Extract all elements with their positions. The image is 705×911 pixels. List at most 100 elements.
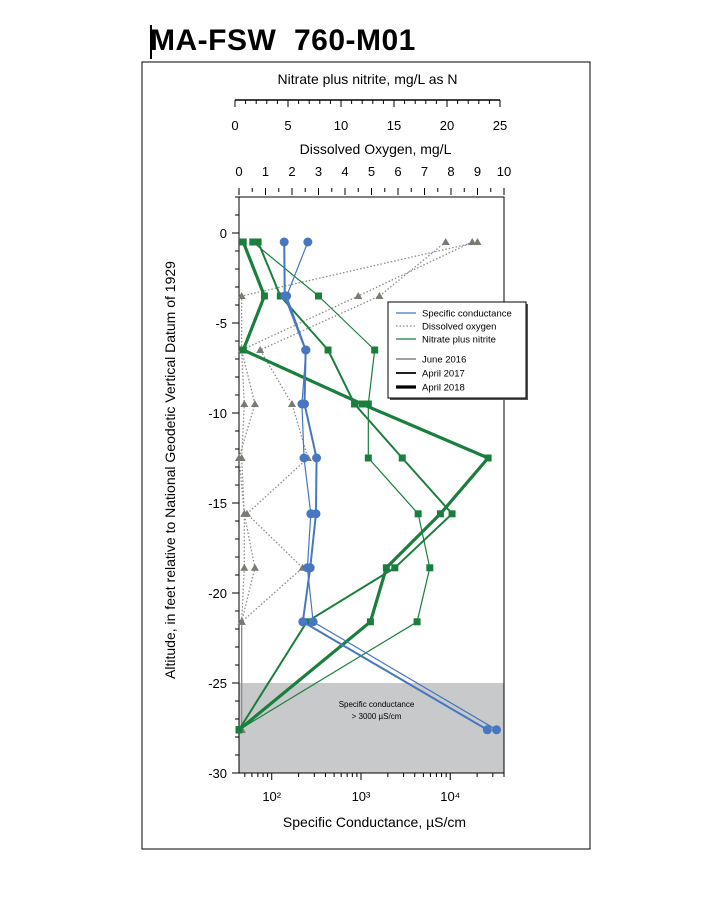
oxygen-marker xyxy=(288,400,296,407)
nitrate-marker xyxy=(382,564,390,572)
oxygen-tick-label: 7 xyxy=(421,164,428,179)
nitrate-marker xyxy=(371,346,379,354)
altitude-tick-label: -10 xyxy=(208,406,227,421)
oxygen-marker xyxy=(441,238,450,245)
title-rule xyxy=(150,25,152,59)
oxygen-marker xyxy=(375,292,384,299)
conductance-marker xyxy=(482,725,492,735)
legend-label-parameter: Dissolved oxygen xyxy=(422,322,496,333)
oxygen-marker xyxy=(473,238,482,245)
nitrate-tick-label: 20 xyxy=(440,118,454,133)
nitrate-marker xyxy=(260,292,268,300)
oxygen-marker xyxy=(468,238,477,245)
oxygen-axis: 0 1 2 3 4 5 6 7 8 9 10 xyxy=(235,164,511,195)
nitrate-marker xyxy=(324,346,332,354)
series-line-oxygen-april-2017 xyxy=(240,241,447,730)
conductance-axis-label: Specific Conductance, µS/cm xyxy=(283,814,466,830)
nitrate-marker xyxy=(391,564,399,572)
oxygen-marker xyxy=(354,292,363,299)
altitude-axis: 0 -5 -10 -15 -20 -25 -30 xyxy=(208,196,239,781)
nitrate-tick-label: 0 xyxy=(231,118,238,133)
oxygen-marker xyxy=(237,617,246,625)
nitrate-marker xyxy=(484,454,492,462)
legend-label-parameter: Specific conductance xyxy=(422,309,512,320)
conductance-marker xyxy=(311,509,321,519)
shaded-region xyxy=(239,683,504,773)
conductance-marker xyxy=(303,237,313,247)
nitrate-marker xyxy=(448,510,456,518)
nitrate-marker xyxy=(315,292,322,300)
altitude-axis-label: Altitude, in feet relative to National G… xyxy=(162,261,178,679)
oxygen-marker xyxy=(256,346,265,353)
chart-title: MA-FSW 760-M01 xyxy=(150,24,416,57)
title-block: MA-FSW 760-M01 xyxy=(150,24,416,58)
conductance-marker xyxy=(312,453,322,463)
altitude-tick-label: -5 xyxy=(215,316,227,331)
oxygen-tick-label: 10 xyxy=(497,164,511,179)
nitrate-axis: 0 5 10 15 20 25 xyxy=(231,99,507,133)
nitrate-marker xyxy=(254,238,262,246)
nitrate-marker xyxy=(413,618,421,626)
nitrate-tick-label: 10 xyxy=(334,118,348,133)
conductance-marker xyxy=(299,453,309,463)
nitrate-marker xyxy=(239,346,247,354)
legend-label-date: June 2016 xyxy=(422,355,466,366)
legend: Specific conductance Dissolved oxygen Nitr… xyxy=(387,301,528,400)
conductance-marker xyxy=(279,237,289,247)
series-layer xyxy=(235,237,502,735)
figure-frame xyxy=(141,61,591,850)
conductance-marker xyxy=(305,563,315,573)
nitrate-tick-label: 15 xyxy=(387,118,401,133)
nitrate-marker xyxy=(239,238,247,246)
nitrate-marker xyxy=(249,238,257,246)
conductance-marker xyxy=(301,345,311,355)
oxygen-tick-label: 5 xyxy=(368,164,375,179)
conductance-marker xyxy=(300,399,310,409)
altitude-tick-label: -20 xyxy=(208,586,227,601)
oxygen-marker xyxy=(250,400,259,407)
nitrate-marker xyxy=(364,454,372,462)
oxygen-marker xyxy=(240,400,249,407)
shaded-region-label-2: > 3000 µS/cm xyxy=(352,712,402,721)
oxygen-tick-label: 9 xyxy=(474,164,481,179)
altitude-tick-label: -25 xyxy=(208,676,227,691)
oxygen-axis-label: Dissolved Oxygen, mg/L xyxy=(300,141,452,157)
conductance-axis: 10² 10³ 10⁴ xyxy=(244,773,505,804)
nitrate-axis-label: Nitrate plus nitrite, mg/L as N xyxy=(278,71,458,87)
conductance-marker xyxy=(492,725,502,735)
nitrate-marker xyxy=(364,400,372,408)
series-line-oxygen-june-2016 xyxy=(238,241,478,730)
legend-label-date: April 2018 xyxy=(422,383,465,394)
oxygen-tick-label: 3 xyxy=(315,164,322,179)
oxygen-marker xyxy=(250,563,259,571)
conductance-marker xyxy=(308,617,318,627)
oxygen-marker xyxy=(240,563,249,571)
shaded-region-label-1: Specific conductance xyxy=(339,700,415,709)
conductance-tick-label: 10⁴ xyxy=(440,789,460,804)
oxygen-tick-label: 0 xyxy=(235,164,242,179)
nitrate-marker xyxy=(235,726,243,734)
nitrate-marker xyxy=(436,510,444,518)
oxygen-tick-label: 1 xyxy=(262,164,269,179)
oxygen-tick-label: 6 xyxy=(394,164,401,179)
nitrate-marker xyxy=(398,454,406,462)
oxygen-marker xyxy=(237,292,246,299)
nitrate-tick-label: 5 xyxy=(284,118,291,133)
nitrate-tick-label: 25 xyxy=(493,118,507,133)
oxygen-tick-label: 2 xyxy=(288,164,295,179)
legend-label-date: April 2017 xyxy=(422,369,465,380)
oxygen-tick-label: 4 xyxy=(341,164,348,179)
legend-box xyxy=(387,301,527,399)
nitrate-marker xyxy=(351,400,359,408)
conductance-marker xyxy=(298,617,308,627)
conductance-tick-label: 10³ xyxy=(352,789,371,804)
legend-label-parameter: Nitrate plus nitrite xyxy=(422,335,496,346)
oxygen-marker xyxy=(237,454,246,461)
series-line-oxygen-april-2018 xyxy=(240,241,473,730)
oxygen-marker xyxy=(240,509,249,517)
nitrate-marker xyxy=(366,618,374,626)
conductance-tick-label: 10² xyxy=(262,789,281,804)
altitude-tick-label: -30 xyxy=(208,766,227,781)
nitrate-marker xyxy=(414,510,422,518)
